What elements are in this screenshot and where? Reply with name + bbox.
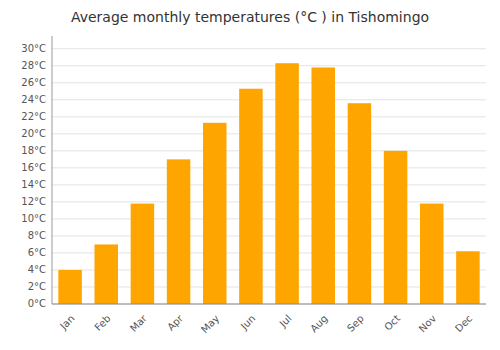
y-tick-label: 28°C (21, 60, 46, 71)
chart-svg: Average monthly temperatures (°C ) in Ti… (0, 0, 500, 350)
x-tick-label: Apr (165, 312, 186, 333)
bar (203, 123, 227, 304)
bar (275, 63, 299, 304)
grid-line (52, 99, 486, 100)
bar (348, 103, 372, 304)
y-tick-label: 10°C (21, 213, 46, 224)
y-tick-label: 2°C (28, 281, 46, 292)
bar (456, 251, 480, 304)
grid-line (52, 150, 486, 151)
chart-container: Average monthly temperatures (°C ) in Ti… (0, 0, 500, 350)
x-tick-label: Jun (238, 313, 258, 333)
y-tick-label: 16°C (21, 162, 46, 173)
grid-line (52, 304, 486, 305)
y-tick-label: 0°C (28, 298, 46, 309)
x-tick-label: Jan (57, 313, 76, 332)
y-axis-line (52, 36, 53, 304)
y-tick-label: 20°C (21, 128, 46, 139)
grid-line (52, 65, 486, 66)
y-tick-label: 8°C (28, 230, 46, 241)
page: {"chart_data": {"type": "bar", "title": … (0, 0, 500, 350)
grid-line (52, 48, 486, 49)
y-tick-label: 30°C (21, 43, 46, 54)
bar (94, 244, 118, 304)
bar (58, 270, 82, 304)
y-tick-label: 26°C (21, 77, 46, 88)
x-tick-label: Jul (277, 313, 294, 330)
x-tick-labels: Jan Feb Mar Apr May Jun Jul Aug Sep Oct Nov Dec (57, 312, 474, 335)
grid-line (52, 116, 486, 117)
y-grid (52, 49, 486, 304)
bar (311, 67, 335, 304)
grid-line (52, 201, 486, 202)
bar (420, 204, 444, 304)
y-tick-label: 18°C (21, 145, 46, 156)
y-tick-label: 22°C (21, 111, 46, 122)
x-tick-label: Dec (453, 313, 474, 334)
x-tick-label: Mar (128, 312, 150, 334)
x-tick-label: Nov (417, 313, 439, 335)
bar (239, 89, 263, 304)
grid-line (52, 133, 486, 134)
y-tick-label: 24°C (21, 94, 46, 105)
y-tick-label: 6°C (28, 247, 46, 258)
bar (167, 159, 191, 304)
x-tick-label: May (199, 313, 221, 335)
x-tick-label: Sep (345, 313, 366, 334)
x-axis-line (52, 304, 486, 305)
x-tick-label: Feb (92, 313, 112, 333)
bar (384, 151, 408, 304)
x-tick-label: Oct (382, 313, 402, 333)
title: Average monthly temperatures (°C ) in Ti… (71, 9, 429, 25)
y-tick-label: 14°C (21, 179, 46, 190)
bars (58, 63, 479, 304)
grid-line (52, 184, 486, 185)
grid-line (52, 82, 486, 83)
x-tick-label: Aug (308, 313, 330, 335)
y-tick-label: 12°C (21, 196, 46, 207)
bar (131, 204, 155, 304)
grid-line (52, 167, 486, 168)
y-tick-label: 4°C (28, 264, 46, 275)
y-tick-labels: 0°C 2°C 4°C 6°C 8°C 10°C 12°C 14°C 16°C 18°C 20°C 2… (21, 43, 46, 309)
